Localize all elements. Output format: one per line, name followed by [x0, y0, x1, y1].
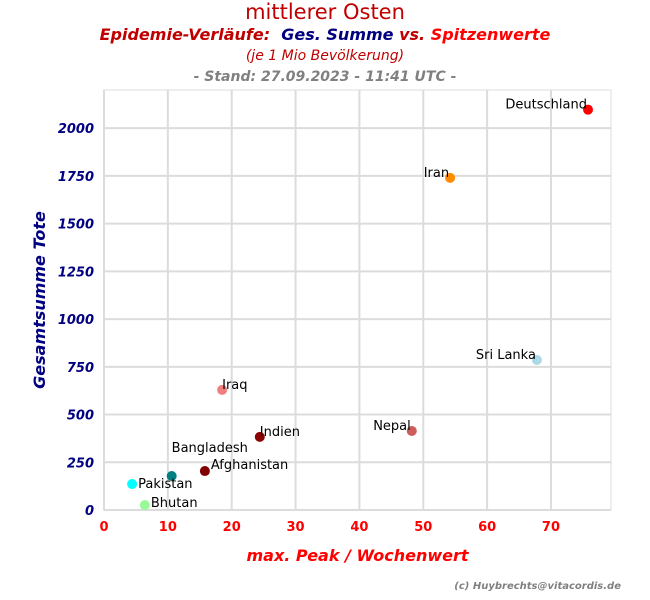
- data-point: [166, 471, 177, 482]
- data-point: [445, 172, 456, 183]
- subtitle-part4: Spitzenwerte: [430, 25, 551, 44]
- y-tick-label: 1750: [58, 170, 94, 185]
- y-tick-label: 1250: [58, 265, 94, 280]
- credit: (c) Huybrechts@vitacordis.de: [454, 581, 621, 592]
- data-point: [217, 384, 228, 395]
- x-tick-label: 60: [478, 520, 496, 535]
- point-label: Pakistan: [138, 477, 192, 492]
- x-tick-label: 10: [159, 520, 177, 535]
- data-point: [254, 431, 265, 442]
- y-tick-label: 1500: [58, 218, 94, 233]
- chart-subtitle-2: (je 1 Mio Bevölkerung): [245, 48, 405, 64]
- point-label: Deutschland: [505, 98, 587, 113]
- point-label: Nepal: [373, 419, 411, 434]
- x-tick-label: 30: [287, 520, 305, 535]
- y-tick-label: 1000: [58, 313, 94, 328]
- point-label: Bhutan: [151, 496, 198, 511]
- data-point: [583, 104, 594, 115]
- y-tick-label: 0: [85, 504, 94, 519]
- subtitle-part1: Epidemie-Verläufe:: [99, 25, 271, 44]
- x-tick-label: 20: [223, 520, 241, 535]
- y-tick-label: 2000: [58, 122, 94, 137]
- data-point: [531, 354, 542, 365]
- y-tick-label: 250: [67, 456, 94, 471]
- y-tick-label: 500: [67, 409, 94, 424]
- data-point: [406, 425, 417, 436]
- x-tick-label: 0: [99, 520, 108, 535]
- x-tick-label: 50: [414, 520, 432, 535]
- point-label: Sri Lanka: [476, 348, 536, 363]
- x-tick-label: 70: [542, 520, 560, 535]
- point-label: Iraq: [222, 378, 247, 393]
- chart-subtitle: Epidemie-Verläufe: Ges. Summe vs. Spitze…: [0, 25, 650, 44]
- point-label: Afghanistan: [211, 458, 288, 473]
- y-tick-label: 750: [67, 361, 94, 376]
- subtitle-part3: vs.: [399, 25, 426, 44]
- point-label: Iran: [424, 166, 449, 181]
- point-label: Indien: [260, 425, 300, 440]
- data-point: [199, 466, 210, 477]
- y-axis-label: Gesamtsumme Tote: [30, 211, 49, 389]
- point-label: Bangladesh: [172, 441, 248, 456]
- chart-title: mittlerer Osten: [245, 0, 405, 24]
- x-tick-label: 40: [350, 520, 368, 535]
- data-point: [139, 500, 150, 511]
- data-point: [127, 479, 138, 490]
- chart-subtitle-3: - Stand: 27.09.2023 - 11:41 UTC -: [193, 69, 457, 85]
- x-axis-label: max. Peak / Wochenwert: [246, 546, 469, 565]
- subtitle-part2: Ges. Summe: [281, 25, 394, 44]
- plot-area: [103, 89, 612, 511]
